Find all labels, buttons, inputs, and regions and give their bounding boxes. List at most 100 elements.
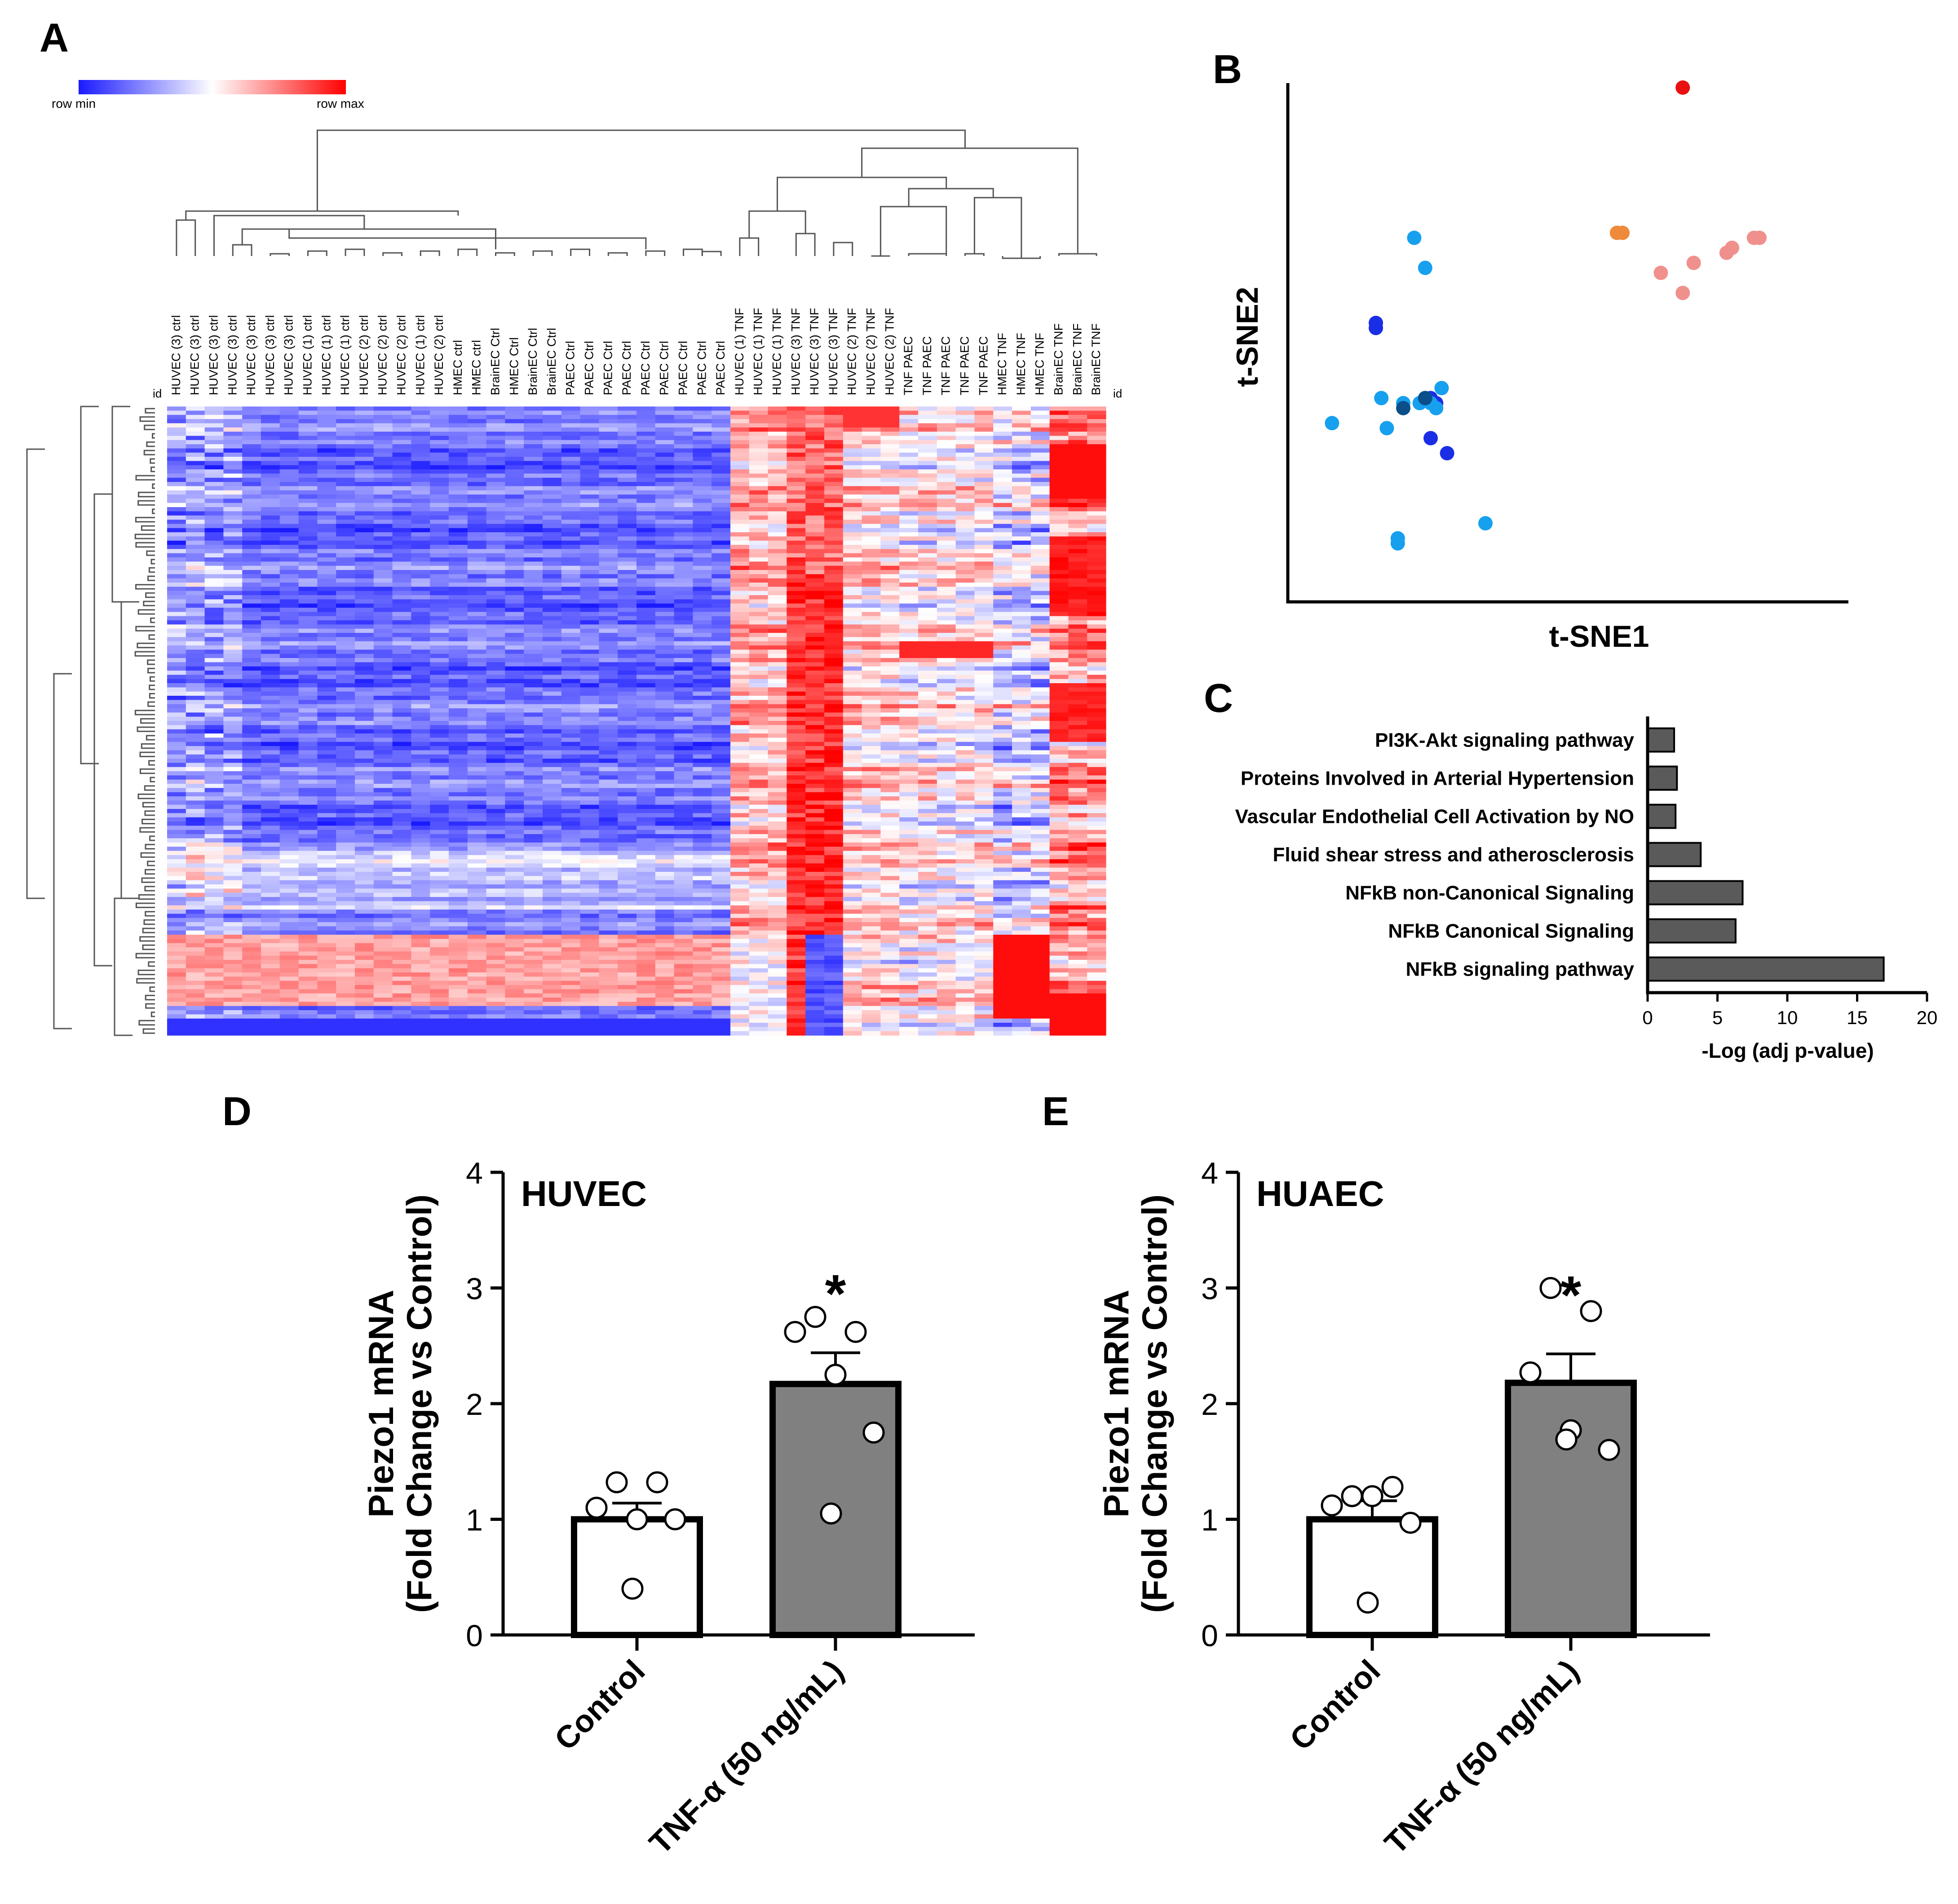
heatmap-cell (167, 620, 186, 625)
heatmap-cell (336, 432, 355, 436)
heatmap-cell (787, 687, 806, 692)
heatmap-cell (693, 507, 712, 512)
heatmap-cell (505, 540, 524, 545)
heatmap-cell (186, 419, 205, 424)
heatmap-cell (1087, 708, 1106, 713)
heatmap-cell (693, 503, 712, 508)
heatmap-cell (768, 482, 787, 486)
heatmap-cell (768, 788, 787, 793)
heatmap-cell (824, 641, 844, 646)
heatmap-cell (411, 411, 430, 415)
heatmap-cell (843, 473, 862, 478)
heatmap-cell (805, 800, 825, 805)
heatmap-cell (1030, 633, 1050, 637)
heatmap-cell (843, 520, 862, 524)
heatmap-cell (1087, 427, 1106, 432)
heatmap-cell (843, 666, 862, 671)
heatmap-cell (787, 750, 806, 755)
heatmap-cell (261, 503, 280, 508)
heatmap-cell (993, 473, 1012, 478)
heatmap-cell (223, 788, 243, 793)
heatmap-cell (561, 616, 581, 621)
heatmap-cell (655, 570, 675, 574)
heatmap-cell (336, 532, 355, 537)
heatmap-cell (655, 691, 675, 696)
heatmap-cell (730, 444, 750, 449)
heatmap-cell (449, 733, 468, 738)
heatmap-cell (317, 423, 336, 428)
heatmap-cell (899, 804, 919, 809)
heatmap-cell (1012, 591, 1031, 596)
heatmap-cell (411, 574, 430, 579)
heatmap-cell (430, 771, 449, 776)
heatmap-cell (430, 473, 449, 478)
heatmap-cell (167, 649, 186, 654)
heatmap-cell (430, 578, 449, 583)
heatmap-cell (204, 775, 224, 780)
heatmap-cell (1030, 444, 1050, 449)
heatmap-cell (787, 645, 806, 650)
heatmap-cell (618, 599, 637, 604)
heatmap-cell (880, 620, 900, 625)
heatmap-cell (524, 553, 543, 558)
heatmap-cell (223, 490, 243, 495)
heatmap-cell (186, 763, 205, 768)
heatmap-cell (223, 800, 243, 805)
heatmap-cell (580, 683, 599, 688)
heatmap-cell (430, 649, 449, 654)
heatmap-cell (655, 666, 675, 671)
heatmap-cell (524, 649, 543, 654)
heatmap-cell (824, 779, 844, 784)
heatmap-cell (599, 721, 618, 725)
heatmap-cell (599, 608, 618, 612)
heatmap-cell (543, 708, 562, 713)
heatmap-cell (599, 779, 618, 784)
heatmap-cell (787, 633, 806, 637)
heatmap-cell (261, 520, 280, 524)
heatmap-cell (712, 406, 731, 411)
heatmap-cell (467, 683, 487, 688)
heatmap-cell (880, 750, 900, 755)
heatmap-cell (862, 448, 881, 453)
heatmap-cell (524, 507, 543, 512)
heatmap-cell (693, 687, 712, 692)
heatmap-cell (805, 603, 825, 608)
heatmap-cell (449, 620, 468, 625)
heatmap-cell (298, 612, 318, 617)
heatmap-cell (974, 515, 994, 520)
heatmap-cell (655, 578, 675, 583)
heatmap-cell (223, 796, 243, 801)
heatmap-cell (486, 742, 505, 747)
heatmap-cell (824, 549, 844, 554)
heatmap-cell (505, 721, 524, 725)
heatmap-cell (355, 419, 374, 424)
heatmap-cell (599, 603, 618, 608)
heatmap-cell (524, 591, 543, 596)
heatmap-cell (636, 448, 656, 453)
heatmap-cell (655, 687, 675, 692)
heatmap-cell (317, 800, 336, 805)
heatmap-cell (768, 528, 787, 533)
row-dendrogram-link (135, 584, 155, 590)
heatmap-cell (749, 700, 769, 705)
heatmap-cell (599, 654, 618, 658)
heatmap-cell (543, 628, 562, 633)
heatmap-cell (543, 616, 562, 621)
heatmap-cell (486, 800, 505, 805)
heatmap-cell (373, 687, 393, 692)
heatmap-cell (543, 536, 562, 541)
heatmap-cell (730, 700, 750, 705)
heatmap-cell (1030, 691, 1050, 696)
heatmap-cell (543, 515, 562, 520)
row-dendrogram-link (152, 483, 155, 489)
heatmap-cell (543, 444, 562, 449)
heatmap-cell (223, 427, 243, 432)
heatmap-cell (223, 465, 243, 470)
heatmap-cell (486, 654, 505, 658)
heatmap-cell (937, 595, 956, 600)
heatmap-cell (993, 763, 1012, 768)
heatmap-cell (955, 603, 975, 608)
heatmap-cell (430, 515, 449, 520)
heatmap-cell (974, 687, 994, 692)
heatmap-cell (524, 696, 543, 700)
